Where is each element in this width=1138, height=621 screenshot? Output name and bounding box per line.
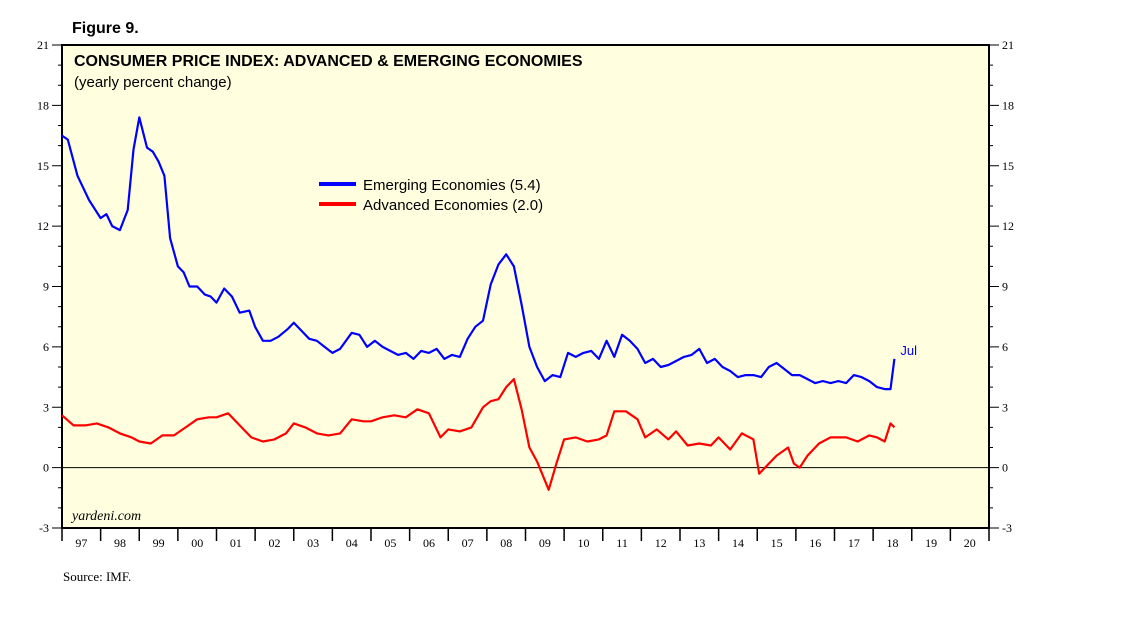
y-axis-left: -3 0 3 6 9 12 15 18 21 [37, 38, 62, 535]
x-tick-label: 00 [191, 536, 203, 550]
x-tick-label: 11 [616, 536, 628, 550]
y-tick-label-left: 3 [43, 400, 49, 414]
x-tick-label: 06 [423, 536, 435, 550]
y-tick-label-left: -3 [39, 521, 49, 535]
x-tick-label: 07 [462, 536, 474, 550]
series-line-advanced [61, 378, 896, 491]
x-tick-label: 05 [384, 536, 396, 550]
y-tick-label-right: 12 [1002, 219, 1014, 233]
x-tick-label: 03 [307, 536, 319, 550]
y-tick-label-right: 21 [1002, 38, 1014, 52]
legend-label-advanced: Advanced Economies (2.0) [363, 197, 543, 214]
chart-title: CONSUMER PRICE INDEX: ADVANCED & EMERGIN… [74, 53, 583, 70]
series-group [61, 116, 896, 491]
legend-label-emerging: Emerging Economies (5.4) [363, 177, 541, 194]
figure-label: Figure 9. [72, 20, 139, 37]
x-tick-label: 09 [539, 536, 551, 550]
y-tick-label-left: 18 [37, 98, 49, 112]
y-tick-label-left: 15 [37, 159, 49, 173]
y-tick-label-left: 9 [43, 280, 49, 294]
y-tick-label-left: 12 [37, 219, 49, 233]
y-axis-right: -3 0 3 6 9 12 15 18 21 [989, 38, 1014, 535]
x-tick-label: 15 [771, 536, 783, 550]
y-tick-label-right: 6 [1002, 340, 1008, 354]
plot-area [61, 44, 990, 529]
x-tick-label: 18 [886, 536, 898, 550]
x-tick-label: 02 [268, 536, 280, 550]
y-tick-label-right: 3 [1002, 400, 1008, 414]
x-tick-label: 13 [693, 536, 705, 550]
y-tick-label-right: 9 [1002, 280, 1008, 294]
end-annotation: Jul [900, 343, 917, 358]
watermark: yardeni.com [70, 509, 141, 524]
y-tick-label-right: 0 [1002, 461, 1008, 475]
x-tick-label: 98 [114, 536, 126, 550]
y-tick-label-left: 21 [37, 38, 49, 52]
x-tick-label: 20 [964, 536, 976, 550]
y-tick-label-right: -3 [1002, 521, 1012, 535]
x-tick-label: 08 [500, 536, 512, 550]
x-tick-label: 19 [925, 536, 937, 550]
y-tick-label-left: 6 [43, 340, 49, 354]
x-tick-label: 01 [230, 536, 242, 550]
x-tick-label: 10 [577, 536, 589, 550]
y-tick-label-right: 15 [1002, 159, 1014, 173]
x-tick-label: 12 [655, 536, 667, 550]
x-tick-label: 99 [153, 536, 165, 550]
series-line-emerging [61, 116, 896, 391]
x-tick-label: 16 [809, 536, 821, 550]
x-tick-label: 97 [75, 536, 87, 550]
x-tick-label: 14 [732, 536, 744, 550]
y-tick-label-left: 0 [43, 461, 49, 475]
legend: Emerging Economies (5.4) Advanced Econom… [319, 177, 543, 214]
chart-subtitle: (yearly percent change) [74, 74, 232, 91]
y-tick-label-right: 18 [1002, 98, 1014, 112]
source-note: Source: IMF. [63, 569, 131, 584]
x-axis: 97 98 99 00 01 02 03 04 05 06 07 08 09 10 11 12 13 14 15 16… [61, 528, 990, 550]
x-tick-label: 04 [346, 536, 358, 550]
x-tick-label: 17 [848, 536, 860, 550]
